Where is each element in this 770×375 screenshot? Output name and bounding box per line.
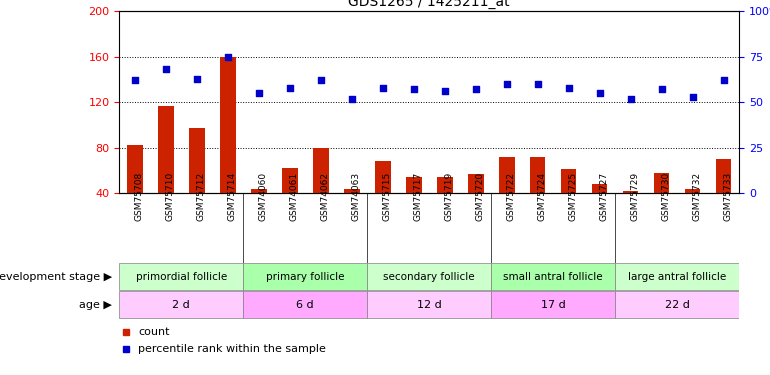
Text: GSM75708: GSM75708: [135, 172, 144, 221]
Point: [407, 87, 420, 93]
Text: GSM75710: GSM75710: [166, 172, 175, 221]
Title: GDS1265 / 1425211_at: GDS1265 / 1425211_at: [349, 0, 510, 9]
Text: GSM74061: GSM74061: [290, 172, 299, 221]
Point: [377, 85, 389, 91]
Point: [655, 87, 668, 93]
Bar: [491, 263, 615, 290]
Text: GSM74060: GSM74060: [259, 172, 268, 221]
Bar: [282, 168, 297, 238]
Bar: [367, 263, 491, 290]
Bar: [615, 291, 739, 318]
Bar: [623, 191, 638, 238]
Point: [159, 66, 172, 72]
Point: [283, 85, 296, 91]
Bar: [243, 291, 367, 318]
Text: GSM75722: GSM75722: [507, 172, 516, 221]
Bar: [243, 263, 367, 290]
Text: age ▶: age ▶: [79, 300, 112, 310]
Text: secondary follicle: secondary follicle: [383, 272, 475, 282]
Bar: [716, 159, 732, 238]
Point: [624, 96, 637, 102]
Text: GSM75725: GSM75725: [569, 172, 578, 221]
Text: 12 d: 12 d: [417, 300, 442, 310]
Text: GSM75719: GSM75719: [445, 172, 454, 221]
Bar: [654, 172, 669, 238]
Text: GSM75732: GSM75732: [693, 172, 701, 221]
Text: GSM75730: GSM75730: [661, 172, 671, 221]
Text: GSM75714: GSM75714: [228, 172, 237, 221]
Bar: [158, 106, 173, 238]
Text: GSM75715: GSM75715: [383, 172, 392, 221]
Bar: [561, 169, 577, 238]
Text: count: count: [138, 327, 169, 337]
Point: [315, 77, 327, 83]
Point: [500, 81, 513, 87]
Bar: [592, 184, 608, 238]
Bar: [375, 161, 390, 238]
Bar: [119, 263, 243, 290]
Bar: [367, 291, 491, 318]
Text: small antral follicle: small antral follicle: [504, 272, 603, 282]
Bar: [119, 291, 243, 318]
Text: GSM75724: GSM75724: [537, 172, 547, 221]
Point: [718, 77, 730, 83]
Text: 22 d: 22 d: [665, 300, 690, 310]
Text: primary follicle: primary follicle: [266, 272, 344, 282]
Point: [253, 90, 265, 96]
Bar: [313, 148, 329, 238]
Text: 17 d: 17 d: [541, 300, 566, 310]
Text: large antral follicle: large antral follicle: [628, 272, 726, 282]
Text: 2 d: 2 d: [172, 300, 190, 310]
Text: percentile rank within the sample: percentile rank within the sample: [138, 344, 326, 354]
Bar: [220, 57, 236, 238]
Bar: [437, 177, 453, 238]
Point: [439, 88, 451, 94]
Text: GSM74063: GSM74063: [352, 172, 361, 221]
Bar: [499, 157, 514, 238]
Text: development stage ▶: development stage ▶: [0, 272, 112, 282]
Text: GSM75727: GSM75727: [600, 172, 609, 221]
Text: GSM75729: GSM75729: [631, 172, 640, 221]
Point: [191, 75, 203, 81]
Bar: [491, 291, 615, 318]
Bar: [406, 177, 421, 238]
Text: 6 d: 6 d: [296, 300, 314, 310]
Point: [470, 87, 482, 93]
Bar: [344, 189, 360, 238]
Bar: [530, 157, 545, 238]
Text: GSM75712: GSM75712: [197, 172, 206, 221]
Text: GSM75717: GSM75717: [413, 172, 423, 221]
Text: primordial follicle: primordial follicle: [136, 272, 227, 282]
Bar: [615, 263, 739, 290]
Bar: [189, 128, 205, 238]
Point: [594, 90, 606, 96]
Point: [129, 77, 141, 83]
Text: GSM75720: GSM75720: [476, 172, 485, 221]
Text: GSM75733: GSM75733: [724, 172, 733, 221]
Bar: [251, 189, 266, 238]
Bar: [468, 174, 484, 238]
Point: [222, 54, 234, 60]
Text: GSM74062: GSM74062: [321, 172, 330, 221]
Bar: [127, 146, 142, 238]
Point: [346, 96, 358, 102]
Point: [687, 94, 699, 100]
Point: [563, 85, 575, 91]
Point: [531, 81, 544, 87]
Bar: [685, 189, 701, 238]
